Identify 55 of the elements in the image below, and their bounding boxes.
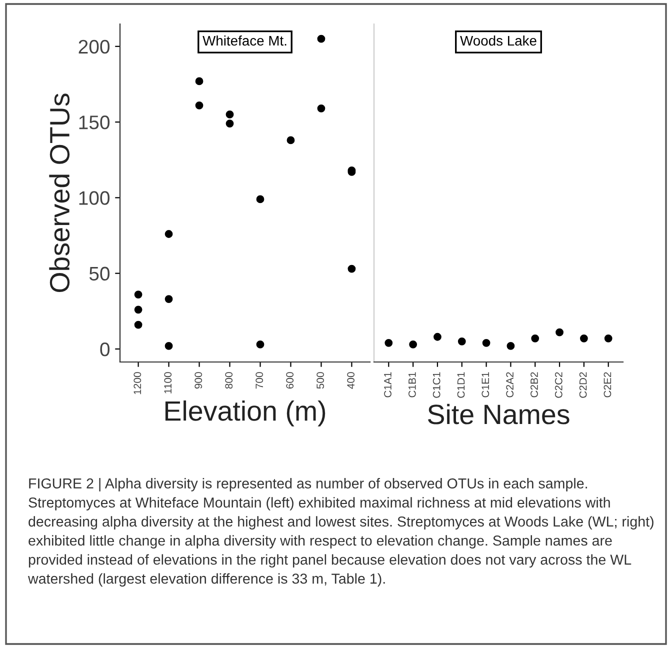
point (226, 110, 234, 118)
point (195, 77, 204, 86)
x-tick-label: C2E2 (604, 372, 612, 398)
point (317, 104, 326, 112)
text: Whiteface Mt. (202, 35, 286, 46)
point (556, 328, 564, 336)
y-tick-label: 100 (79, 191, 110, 205)
caption: FIGURE 2 | Alpha diversity is represented as number of observed OTUs in each sample. Streptomyces at Whiteface Mountain (left) exhibited maximal richness at mid elevations with decreasing alpha diversity at the highest and lowest sites. Streptomyces at Woods Lake (WL; right) exhibited little change in alpha diversity with respect to elevation change. Sample names are provided instead of elevations in the right panel because elevation does not vary across the WL watershed (largest elevation difference is 33 m, Table 1). (28, 478, 654, 587)
point (531, 334, 540, 342)
x-tick-label: 1200 (134, 372, 142, 394)
point (348, 264, 356, 273)
point (134, 290, 142, 298)
x-tick-label: C2C2 (554, 372, 562, 398)
x-tick-label: C1E1 (482, 372, 490, 398)
point (256, 340, 264, 348)
point (164, 295, 173, 304)
x-tick-label: C1C1 (432, 372, 440, 398)
point (434, 332, 442, 341)
point (384, 338, 393, 347)
x-tick-label: 600 (286, 372, 294, 389)
y-axis-title: Observed OTUs (49, 94, 70, 292)
point (164, 230, 173, 238)
point (134, 306, 142, 314)
y-tick-label: 150 (79, 116, 110, 130)
y-tick-label: 200 (78, 40, 110, 54)
x-tick-label: C2A2 (506, 372, 514, 398)
x-axis-title: Site Names (428, 404, 570, 424)
point (580, 334, 588, 342)
x-axis-title: Elevation (m) (165, 400, 326, 426)
point (164, 342, 173, 350)
point (482, 338, 490, 347)
x-tick-label: 800 (225, 372, 233, 389)
point (226, 120, 234, 128)
text: Woods Lake (460, 35, 536, 46)
point (195, 101, 204, 110)
x-tick-label: 700 (256, 372, 264, 389)
point (286, 136, 295, 144)
x-tick-label: 400 (347, 372, 355, 389)
x-tick-label: C2D2 (579, 372, 587, 398)
y-tick-label: 50 (89, 266, 110, 281)
x-tick-label: C1B1 (408, 372, 416, 398)
point (604, 334, 612, 342)
x-tick-label: C1A1 (384, 372, 392, 398)
point (317, 34, 326, 43)
point (409, 340, 418, 348)
x-tick-label: C1D1 (457, 372, 465, 398)
x-tick-label: C2B2 (530, 372, 538, 398)
x-tick-label: 900 (194, 372, 202, 389)
point (134, 320, 142, 329)
point (506, 342, 515, 350)
x-tick-label: 1100 (164, 372, 172, 394)
y-tick-label: 0 (100, 342, 110, 356)
point (256, 195, 264, 204)
x-tick-label: 500 (316, 372, 324, 389)
point (458, 337, 466, 346)
